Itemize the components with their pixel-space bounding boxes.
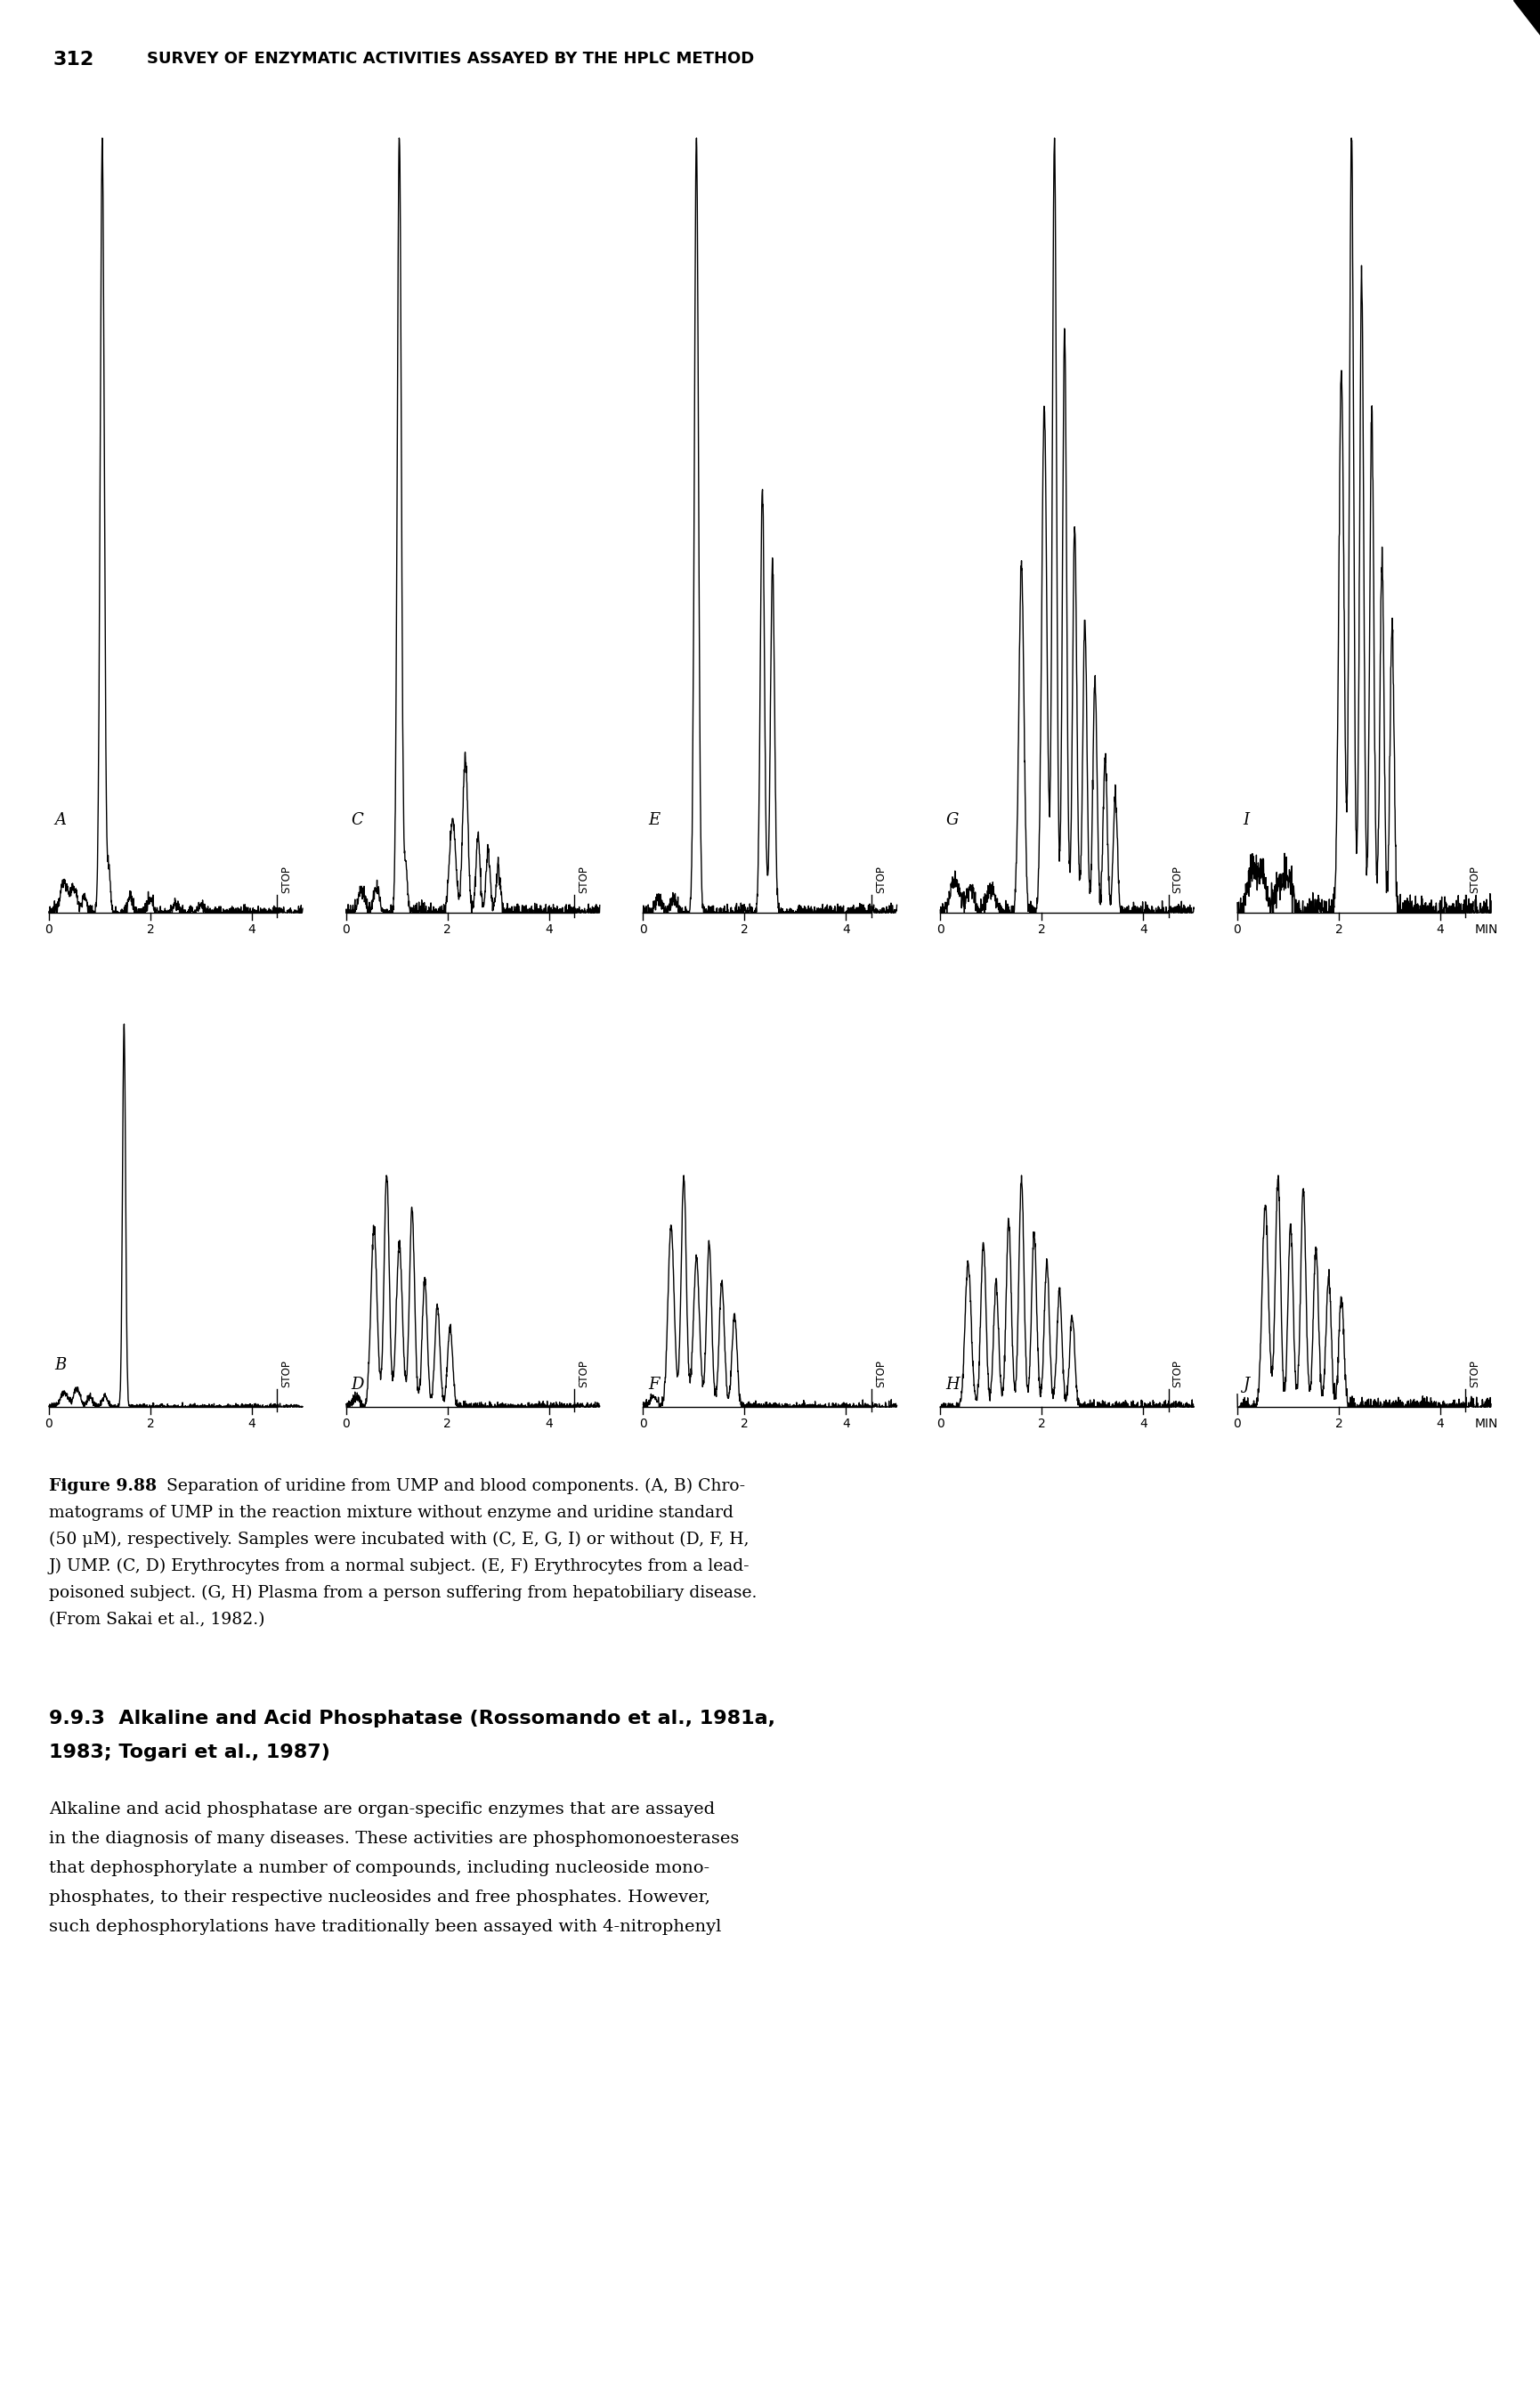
Text: SURVEY OF ENZYMATIC ACTIVITIES ASSAYED BY THE HPLC METHOD: SURVEY OF ENZYMATIC ACTIVITIES ASSAYED B… — [146, 50, 753, 67]
Text: 312: 312 — [54, 50, 94, 70]
Text: 0: 0 — [936, 923, 944, 935]
Text: that dephosphorylate a number of compounds, including nucleoside mono-: that dephosphorylate a number of compoun… — [49, 1861, 708, 1875]
Text: 4: 4 — [248, 923, 256, 935]
Text: 2: 2 — [1038, 1417, 1046, 1429]
Text: (From Sakai et al., 1982.): (From Sakai et al., 1982.) — [49, 1611, 265, 1628]
Text: 9.9.3  Alkaline and Acid Phosphatase (Rossomando et al., 1981a,: 9.9.3 Alkaline and Acid Phosphatase (Ros… — [49, 1710, 775, 1727]
Text: 2: 2 — [444, 923, 451, 935]
Text: 2: 2 — [1334, 1417, 1341, 1429]
Text: STOP: STOP — [1172, 866, 1183, 892]
Text: STOP: STOP — [1172, 1360, 1183, 1388]
Text: MIN: MIN — [1474, 1417, 1497, 1429]
Text: STOP: STOP — [1468, 1360, 1480, 1388]
Text: 2: 2 — [146, 923, 154, 935]
Text: 1983; Togari et al., 1987): 1983; Togari et al., 1987) — [49, 1743, 330, 1760]
Text: J: J — [1241, 1376, 1249, 1393]
Text: 0: 0 — [1232, 923, 1241, 935]
Text: poisoned subject. (G, H) Plasma from a person suffering from hepatobiliary disea: poisoned subject. (G, H) Plasma from a p… — [49, 1585, 756, 1602]
Text: 0: 0 — [342, 1417, 350, 1429]
Text: 4: 4 — [1435, 923, 1443, 935]
Text: phosphates, to their respective nucleosides and free phosphates. However,: phosphates, to their respective nucleosi… — [49, 1890, 710, 1906]
Text: 0: 0 — [639, 923, 647, 935]
Text: 0: 0 — [1232, 1417, 1241, 1429]
Text: (50 μM), respectively. Samples were incubated with (C, E, G, I) or without (D, F: (50 μM), respectively. Samples were incu… — [49, 1532, 748, 1547]
Text: Alkaline and acid phosphatase are organ-specific enzymes that are assayed: Alkaline and acid phosphatase are organ-… — [49, 1801, 715, 1818]
Text: MIN: MIN — [1474, 923, 1497, 935]
Text: D: D — [351, 1376, 363, 1393]
Text: STOP: STOP — [875, 1360, 885, 1388]
Text: 2: 2 — [741, 923, 748, 935]
Text: E: E — [648, 813, 659, 827]
Text: A: A — [54, 813, 66, 827]
Text: matograms of UMP in the reaction mixture without enzyme and uridine standard: matograms of UMP in the reaction mixture… — [49, 1506, 733, 1520]
Text: 4: 4 — [1138, 923, 1146, 935]
Text: 2: 2 — [1334, 923, 1341, 935]
Text: 0: 0 — [936, 1417, 944, 1429]
Text: in the diagnosis of many diseases. These activities are phosphomonoesterases: in the diagnosis of many diseases. These… — [49, 1830, 739, 1846]
Text: 4: 4 — [545, 923, 553, 935]
Text: 0: 0 — [639, 1417, 647, 1429]
Text: C: C — [351, 813, 363, 827]
Text: J) UMP. (C, D) Erythrocytes from a normal subject. (E, F) Erythrocytes from a le: J) UMP. (C, D) Erythrocytes from a norma… — [49, 1559, 750, 1575]
Text: STOP: STOP — [280, 1360, 293, 1388]
Text: 4: 4 — [545, 1417, 553, 1429]
Text: such dephosphorylations have traditionally been assayed with 4-nitrophenyl: such dephosphorylations have traditional… — [49, 1918, 721, 1935]
Text: 0: 0 — [45, 1417, 52, 1429]
Text: STOP: STOP — [875, 866, 885, 892]
Text: Separation of uridine from UMP and blood components. (A, B) Chro-: Separation of uridine from UMP and blood… — [156, 1477, 745, 1494]
Text: F: F — [648, 1376, 659, 1393]
Text: 0: 0 — [45, 923, 52, 935]
Text: H: H — [946, 1376, 959, 1393]
Text: 4: 4 — [1138, 1417, 1146, 1429]
Text: 4: 4 — [842, 1417, 850, 1429]
Text: 2: 2 — [146, 1417, 154, 1429]
Text: 4: 4 — [248, 1417, 256, 1429]
Text: Figure 9.88: Figure 9.88 — [49, 1477, 157, 1494]
Text: B: B — [54, 1357, 66, 1374]
Text: G: G — [946, 813, 958, 827]
Text: 0: 0 — [342, 923, 350, 935]
Text: 2: 2 — [1038, 923, 1046, 935]
Text: 2: 2 — [444, 1417, 451, 1429]
Text: STOP: STOP — [1468, 866, 1480, 892]
Text: 4: 4 — [842, 923, 850, 935]
Text: STOP: STOP — [280, 866, 293, 892]
Text: I: I — [1241, 813, 1249, 827]
Text: 4: 4 — [1435, 1417, 1443, 1429]
Text: STOP: STOP — [578, 866, 590, 892]
Text: STOP: STOP — [578, 1360, 590, 1388]
Text: 2: 2 — [741, 1417, 748, 1429]
Polygon shape — [1512, 0, 1540, 36]
